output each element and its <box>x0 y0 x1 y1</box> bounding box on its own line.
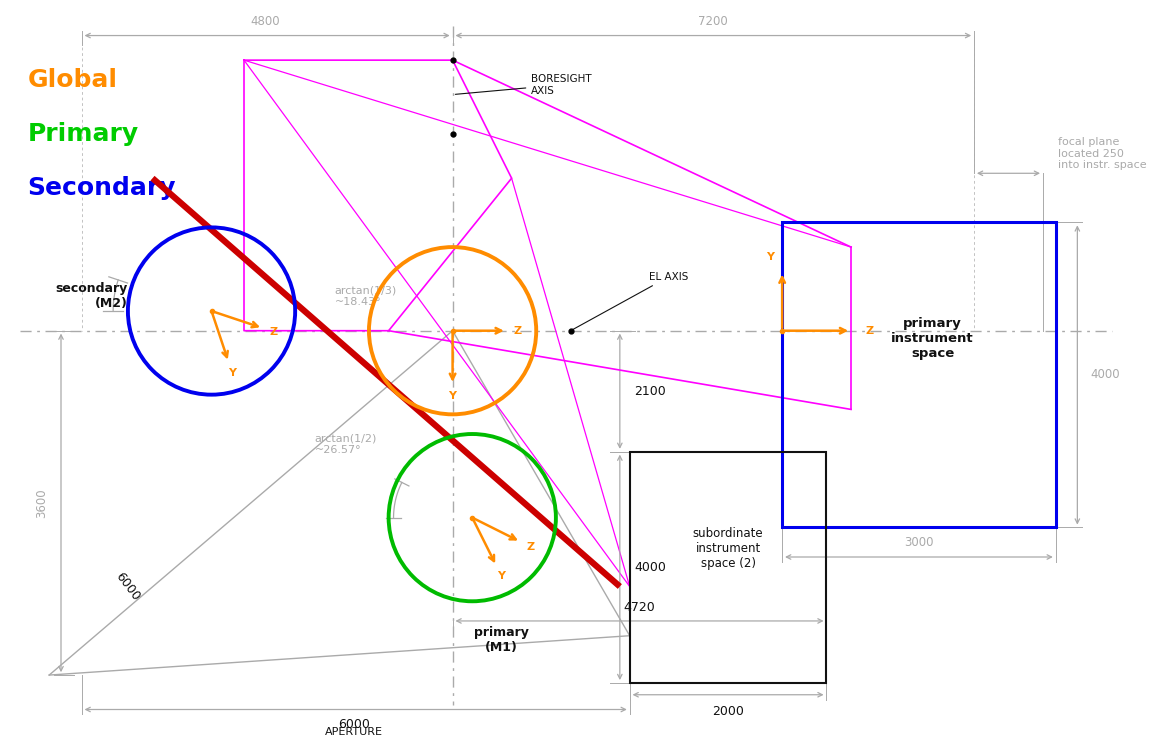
Bar <box>782 222 1056 527</box>
Text: Global: Global <box>28 68 117 92</box>
Text: Z: Z <box>866 325 874 336</box>
Text: Y: Y <box>767 252 774 262</box>
Text: arctan(1/2)
~26.57°: arctan(1/2) ~26.57° <box>315 433 378 455</box>
Text: EL AXIS: EL AXIS <box>573 272 689 329</box>
Text: 2000: 2000 <box>712 705 744 717</box>
Text: 3000: 3000 <box>904 536 934 549</box>
Text: 6000: 6000 <box>113 570 143 603</box>
Text: 4000: 4000 <box>1090 369 1120 381</box>
Text: Y: Y <box>497 571 505 580</box>
Text: subordinate
instrument
space (2): subordinate instrument space (2) <box>693 527 763 570</box>
Text: 4800: 4800 <box>251 15 280 28</box>
Text: 4000: 4000 <box>634 561 667 574</box>
Text: BORESIGHT
AXIS: BORESIGHT AXIS <box>456 74 591 96</box>
Text: 7200: 7200 <box>698 15 729 28</box>
Text: arctan(1/3)
~18.43°: arctan(1/3) ~18.43° <box>335 286 396 307</box>
Text: 4720: 4720 <box>624 601 655 614</box>
Text: Secondary: Secondary <box>28 176 177 200</box>
Text: Y: Y <box>449 390 457 401</box>
Bar <box>630 452 826 683</box>
Text: focal plane
located 250
into instr. space: focal plane located 250 into instr. spac… <box>1057 137 1146 171</box>
Text: Primary: Primary <box>28 122 138 146</box>
Text: primary
(M1): primary (M1) <box>474 626 529 654</box>
Text: 6000: 6000 <box>338 718 371 732</box>
Text: Y: Y <box>228 367 236 378</box>
Text: Z: Z <box>526 542 535 552</box>
Text: Z: Z <box>514 325 522 336</box>
Text: secondary
(M2): secondary (M2) <box>56 282 128 310</box>
Text: 2100: 2100 <box>634 385 666 398</box>
Text: Z: Z <box>270 327 278 337</box>
Text: primary
instrument
space: primary instrument space <box>891 317 974 360</box>
Text: 3600: 3600 <box>35 488 48 518</box>
Text: APERTURE: APERTURE <box>325 727 383 738</box>
